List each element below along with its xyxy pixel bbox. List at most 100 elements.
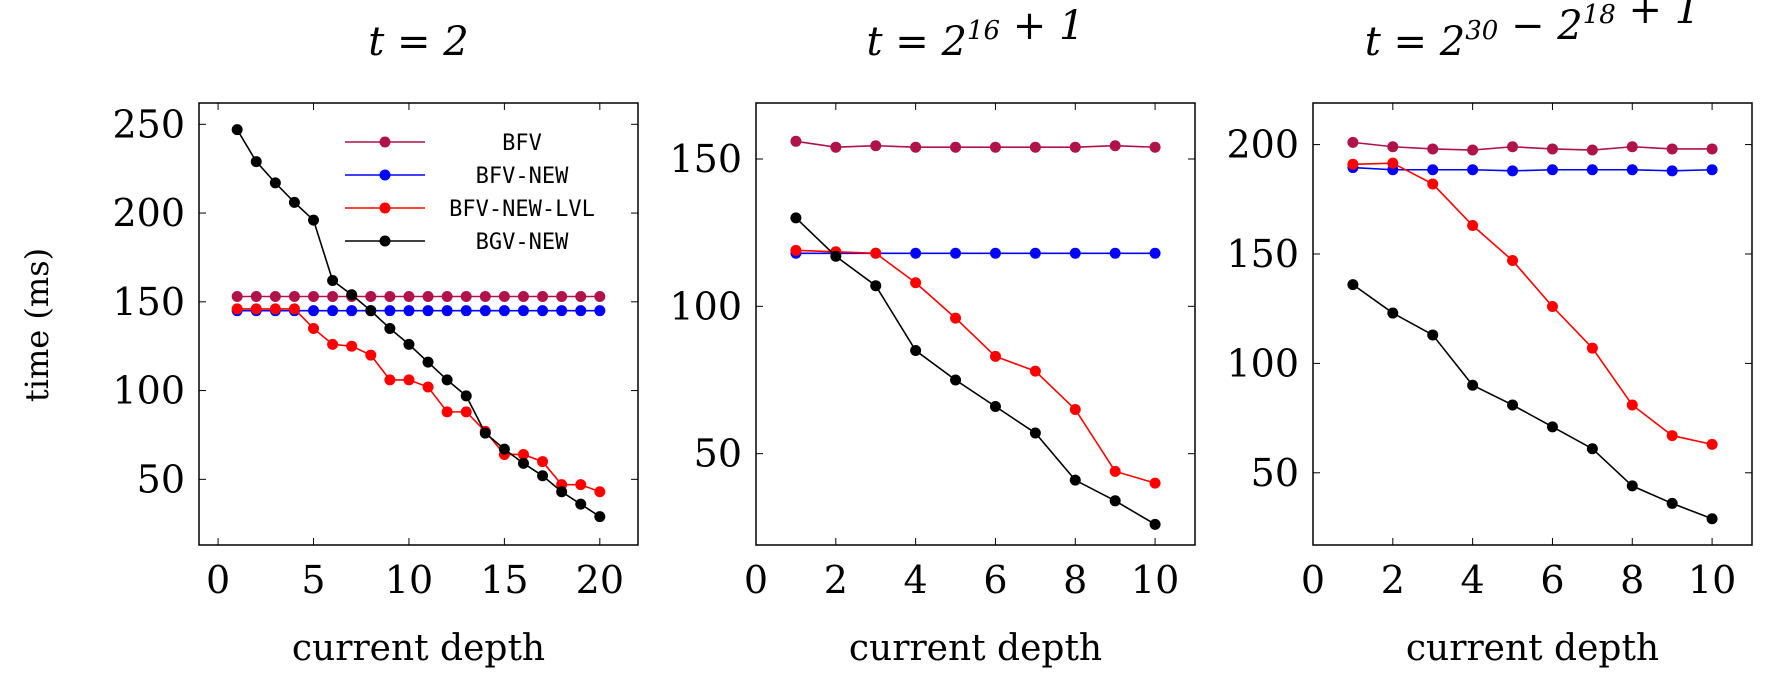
panel-title: t = 2 — [368, 19, 468, 65]
series-bfv — [1347, 136, 1718, 156]
data-point — [269, 303, 281, 315]
data-point — [460, 406, 472, 418]
data-point — [1109, 495, 1121, 507]
series-bfv — [790, 135, 1161, 153]
data-point — [790, 135, 802, 147]
data-point — [250, 303, 262, 315]
y-tick-label: 50 — [694, 432, 742, 476]
data-point — [231, 124, 243, 136]
data-point — [517, 448, 529, 460]
x-tick-label: 10 — [1688, 558, 1736, 602]
data-point — [517, 290, 529, 302]
data-point — [594, 305, 606, 317]
data-point — [1666, 143, 1678, 155]
x-tick-label: 4 — [904, 558, 928, 602]
data-point — [384, 305, 396, 317]
data-point — [910, 277, 922, 289]
data-point — [1387, 157, 1399, 169]
data-point — [1149, 518, 1161, 530]
data-point — [594, 486, 606, 498]
x-tick-label: 0 — [206, 558, 230, 602]
data-point — [441, 305, 453, 317]
legend-label: BFV-NEW-LVL — [449, 197, 595, 222]
legend-swatch-marker — [379, 136, 391, 148]
data-point — [537, 305, 549, 317]
data-point — [422, 356, 434, 368]
data-point — [1149, 141, 1161, 153]
series-bfv-new — [790, 247, 1161, 259]
data-point — [498, 305, 510, 317]
data-point — [1586, 144, 1598, 156]
data-point — [441, 406, 453, 418]
data-point — [422, 305, 434, 317]
data-point — [1069, 141, 1081, 153]
data-point — [308, 322, 320, 334]
title-base: t = 2 — [1365, 19, 1465, 65]
data-point — [346, 305, 358, 317]
data-point — [790, 244, 802, 256]
data-point — [1467, 144, 1479, 156]
title-exponent: 16 — [967, 16, 1000, 46]
data-point — [1347, 136, 1359, 148]
data-point — [537, 290, 549, 302]
data-point — [1626, 164, 1638, 176]
data-point — [1546, 164, 1558, 176]
data-point — [498, 290, 510, 302]
y-tick-label: 50 — [137, 457, 185, 501]
x-tick-label: 8 — [1063, 558, 1087, 602]
x-tick-label: 2 — [1381, 558, 1405, 602]
data-point — [790, 212, 802, 224]
data-point — [989, 141, 1001, 153]
data-point — [1427, 143, 1439, 155]
data-point — [441, 374, 453, 386]
data-point — [1546, 300, 1558, 312]
data-point — [403, 305, 415, 317]
data-point — [950, 247, 962, 259]
data-point — [1029, 247, 1041, 259]
data-point — [1666, 430, 1678, 442]
x-tick-label: 0 — [744, 558, 768, 602]
series-line — [1352, 162, 1713, 446]
title-exponent: 30 — [1465, 16, 1498, 46]
data-point — [1427, 178, 1439, 190]
chart-panel-2: t = 216 + 1 0 2 4 6 8 10 50 100 150 current depth — [669, 3, 1196, 669]
data-point — [870, 140, 882, 152]
chart-panel-3: t = 230 − 218 + 1 0 2 4 6 8 10 50 100 150 200 curre… — [1226, 0, 1753, 669]
title-exponent: 18 — [1583, 0, 1616, 30]
data-point — [269, 177, 281, 189]
data-point — [403, 290, 415, 302]
x-axis-label: current depth — [1406, 628, 1659, 669]
data-point — [441, 290, 453, 302]
data-point — [1427, 329, 1439, 341]
data-point — [1626, 399, 1638, 411]
data-point — [1507, 141, 1519, 153]
data-point — [594, 290, 606, 302]
data-point — [1546, 421, 1558, 433]
data-point — [403, 374, 415, 386]
y-tick-label: 150 — [1226, 232, 1299, 276]
title-base: t = 2 — [867, 19, 967, 65]
panel-title: t = 230 − 218 + 1 — [1365, 0, 1700, 65]
data-point — [479, 305, 491, 317]
series-bgv-new — [790, 212, 1161, 530]
x-tick-label: 15 — [480, 558, 528, 602]
data-point — [346, 289, 358, 301]
data-point — [422, 381, 434, 393]
data-point — [498, 443, 510, 455]
data-point — [575, 479, 587, 491]
data-point — [1586, 443, 1598, 455]
data-point — [1706, 513, 1718, 525]
data-point — [327, 305, 339, 317]
series-line — [1352, 283, 1713, 520]
x-tick-label: 6 — [1540, 558, 1564, 602]
series-bfv-new-lvl — [1347, 157, 1718, 450]
data-point — [460, 305, 472, 317]
series-line — [795, 217, 1156, 526]
data-point — [1387, 307, 1399, 319]
data-point — [288, 303, 300, 315]
data-point — [1109, 140, 1121, 152]
legend-swatch-marker — [379, 169, 391, 181]
x-axis-label: current depth — [849, 628, 1102, 669]
data-point — [1467, 379, 1479, 391]
